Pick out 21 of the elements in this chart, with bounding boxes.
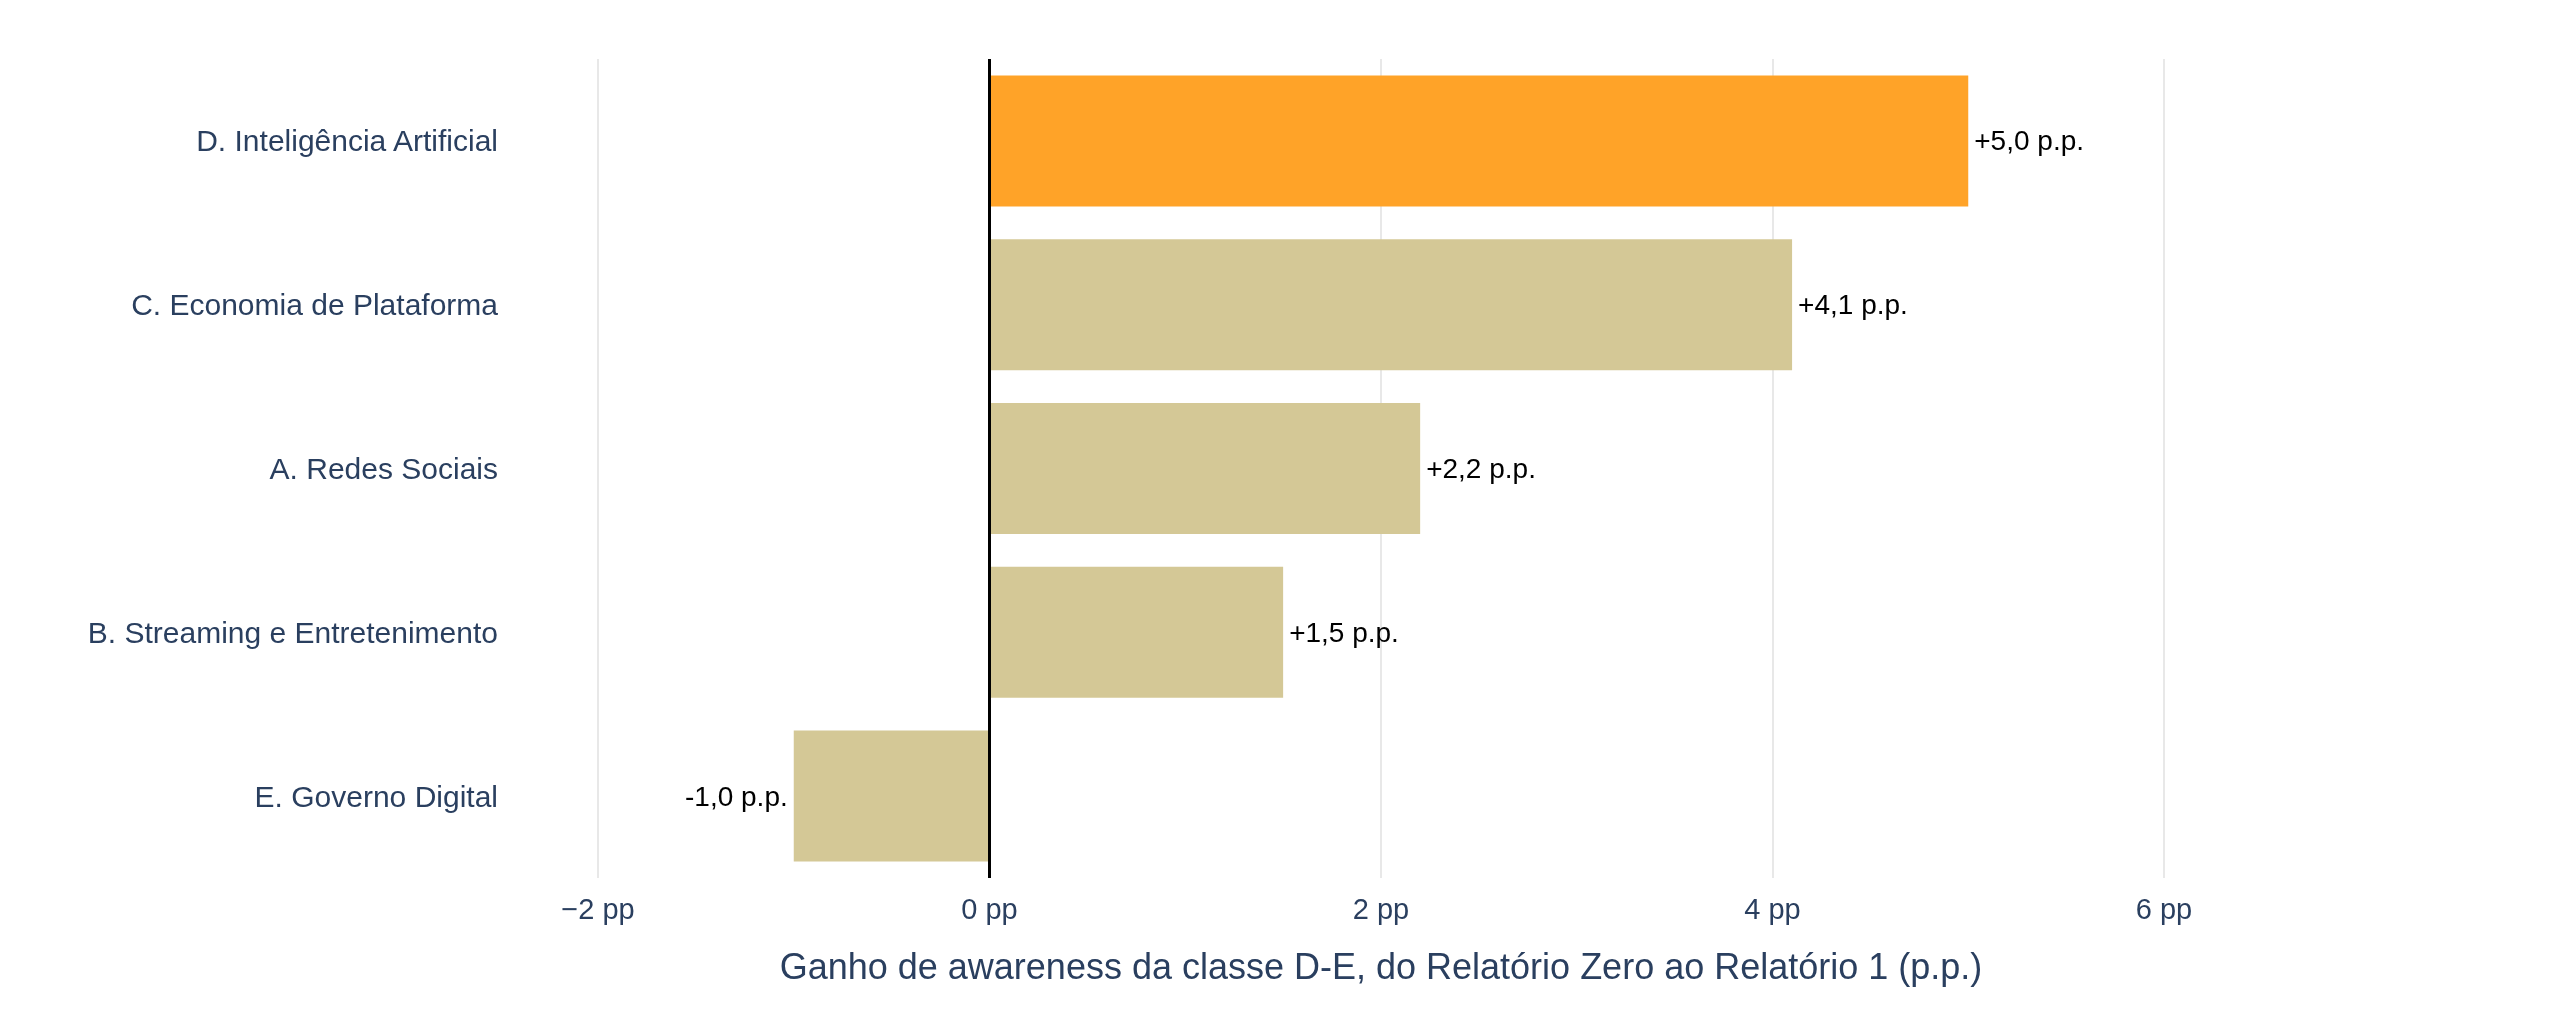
bar: [989, 239, 1793, 371]
x-tick-label: −2 pp: [561, 892, 635, 925]
y-tick-label: E. Governo Digital: [254, 779, 498, 813]
bar: [989, 75, 1969, 207]
x-tick-label: 6 pp: [2135, 892, 2193, 925]
bar: [793, 730, 990, 862]
data-label: +2,2 p.p.: [1426, 453, 1536, 484]
bar: [989, 402, 1421, 535]
x-tick-label: 2 pp: [1352, 892, 1410, 925]
y-tick-label: B. Streaming e Entretenimento: [87, 615, 498, 649]
x-axis-title: Ganho de awareness da classe D-E, do Relatório Zero ao Relatório 1 (p.p.): [779, 945, 1983, 987]
x-tick-label: 4 pp: [1744, 892, 1801, 925]
data-label: +4,1 p.p.: [1798, 289, 1908, 321]
y-tick-label: D. Inteligência Artificial: [196, 124, 498, 158]
x-tick-label: 0 pp: [961, 892, 1018, 925]
bar: [989, 566, 1284, 698]
y-tick-label: A. Redes Sociais: [269, 452, 498, 485]
data-label: +5,0 p.p.: [1974, 125, 2085, 157]
data-label: -1,0 p.p.: [685, 780, 788, 812]
y-tick-label: C. Economia de Plataforma: [131, 288, 499, 322]
data-label: +1,5 p.p.: [1289, 616, 1399, 648]
